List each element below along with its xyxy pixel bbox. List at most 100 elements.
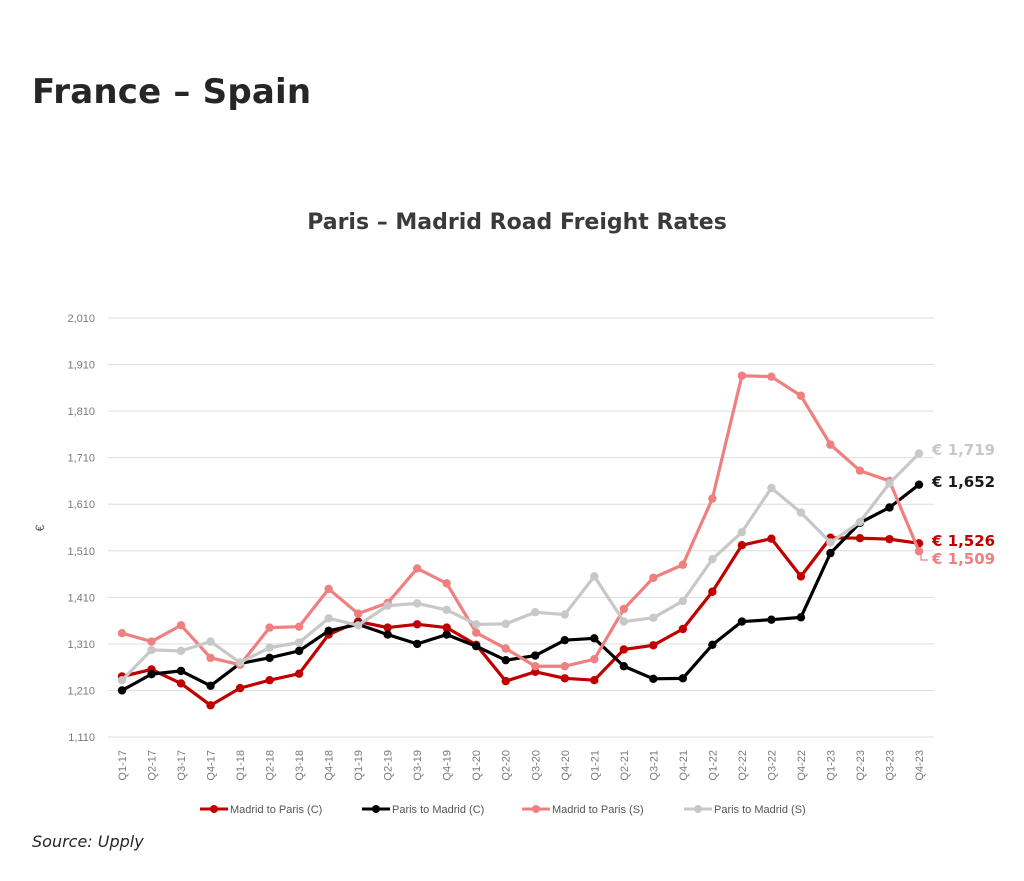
legend-label: Paris to Madrid (S) xyxy=(714,804,806,816)
data-point xyxy=(531,662,540,671)
x-tick-label: Q2-22 xyxy=(737,750,749,781)
data-point xyxy=(206,681,215,690)
x-tick-label: Q1-20 xyxy=(471,750,483,781)
data-point xyxy=(678,674,688,683)
data-point xyxy=(294,669,304,678)
data-point xyxy=(294,622,304,631)
data-point xyxy=(206,653,215,663)
data-point xyxy=(531,608,540,617)
legend-swatch-marker xyxy=(532,805,540,813)
data-point xyxy=(560,674,569,683)
end-value-label: € 1,526 xyxy=(931,532,995,550)
y-tick-label: 1,510 xyxy=(67,546,95,558)
x-axis-ticks: Q1-17 Q2-17 Q3-17 Q4-17 Q1-18 Q2-18 Q3-18 Q4-18… xyxy=(117,750,926,781)
data-point xyxy=(826,538,835,547)
data-point xyxy=(176,646,186,656)
data-point xyxy=(767,534,776,543)
x-tick-label: Q4-20 xyxy=(560,750,572,781)
data-point xyxy=(590,572,599,581)
data-point xyxy=(117,676,127,685)
data-point xyxy=(383,623,392,632)
legend-swatch-marker xyxy=(372,805,380,813)
data-point xyxy=(914,547,924,556)
data-point xyxy=(501,676,510,686)
data-point xyxy=(767,483,776,493)
chart-title: Paris – Madrid Road Freight Rates xyxy=(307,210,727,235)
end-label-connector xyxy=(920,552,928,561)
x-tick-label: Q4-23 xyxy=(914,750,926,781)
y-tick-label: 1,910 xyxy=(67,360,95,372)
series-line xyxy=(120,451,921,682)
x-tick-label: Q4-21 xyxy=(678,750,690,781)
data-point xyxy=(737,540,747,550)
series-group xyxy=(117,449,924,685)
data-point xyxy=(560,610,569,619)
data-point xyxy=(442,579,451,588)
y-tick-label: 1,110 xyxy=(68,732,95,744)
x-tick-label: Q3-20 xyxy=(530,750,542,781)
data-point xyxy=(855,534,865,543)
data-point xyxy=(708,554,717,564)
data-point xyxy=(176,679,186,688)
data-point xyxy=(678,624,688,634)
data-point xyxy=(472,642,481,651)
data-point xyxy=(265,623,274,632)
data-point xyxy=(590,676,599,685)
data-point xyxy=(737,617,747,626)
data-point xyxy=(531,651,540,660)
data-point xyxy=(855,466,865,475)
data-point xyxy=(737,527,747,537)
data-point xyxy=(294,638,304,647)
data-point xyxy=(206,637,215,646)
data-point xyxy=(324,614,333,623)
data-point xyxy=(383,601,392,610)
series-lines xyxy=(117,371,924,710)
data-point xyxy=(619,645,629,654)
x-tick-label: Q3-22 xyxy=(766,750,778,781)
data-point xyxy=(767,615,776,624)
data-point xyxy=(649,674,658,684)
data-point xyxy=(147,637,156,646)
page-heading: France – Spain xyxy=(32,72,312,112)
legend-label: Paris to Madrid (C) xyxy=(392,804,484,816)
x-tick-label: Q3-17 xyxy=(176,750,188,781)
data-point xyxy=(294,646,304,656)
x-tick-label: Q2-17 xyxy=(147,750,159,781)
data-point xyxy=(855,517,865,527)
y-tick-label: 1,310 xyxy=(67,639,95,651)
data-point xyxy=(412,639,422,649)
data-point xyxy=(235,658,245,667)
series-line xyxy=(120,536,921,707)
data-point xyxy=(442,630,451,639)
end-value-labels: € 1,719 € 1,652 € 1,526€ 1,509 xyxy=(920,441,995,568)
legend-swatch-marker xyxy=(210,805,218,813)
data-point xyxy=(117,628,127,638)
data-point xyxy=(885,479,894,488)
data-point xyxy=(412,599,422,608)
data-point xyxy=(442,623,451,632)
data-point xyxy=(590,655,599,664)
end-value-label: € 1,719 xyxy=(931,441,995,459)
data-point xyxy=(176,666,186,676)
data-point xyxy=(117,686,127,695)
y-tick-label: 1,210 xyxy=(67,685,95,697)
data-point xyxy=(206,701,215,710)
series-group xyxy=(117,371,924,671)
source-note: Source: Upply xyxy=(32,832,144,851)
y-axis-ticks: 2,010 1,910 1,810 1,710 1,610 1,510 1,410 1,310… xyxy=(67,313,95,744)
series-line xyxy=(120,374,921,668)
data-point xyxy=(649,613,658,623)
data-point xyxy=(826,548,835,558)
x-tick-label: Q4-22 xyxy=(796,750,808,781)
x-tick-label: Q3-18 xyxy=(294,750,306,781)
data-point xyxy=(412,620,422,629)
data-point xyxy=(501,644,510,653)
data-point xyxy=(442,605,451,615)
data-point xyxy=(147,669,156,679)
x-tick-label: Q4-18 xyxy=(324,750,336,781)
data-point xyxy=(235,683,245,693)
data-point xyxy=(796,508,806,517)
y-tick-label: 1,710 xyxy=(67,453,95,465)
y-tick-label: 2,010 xyxy=(67,313,95,325)
